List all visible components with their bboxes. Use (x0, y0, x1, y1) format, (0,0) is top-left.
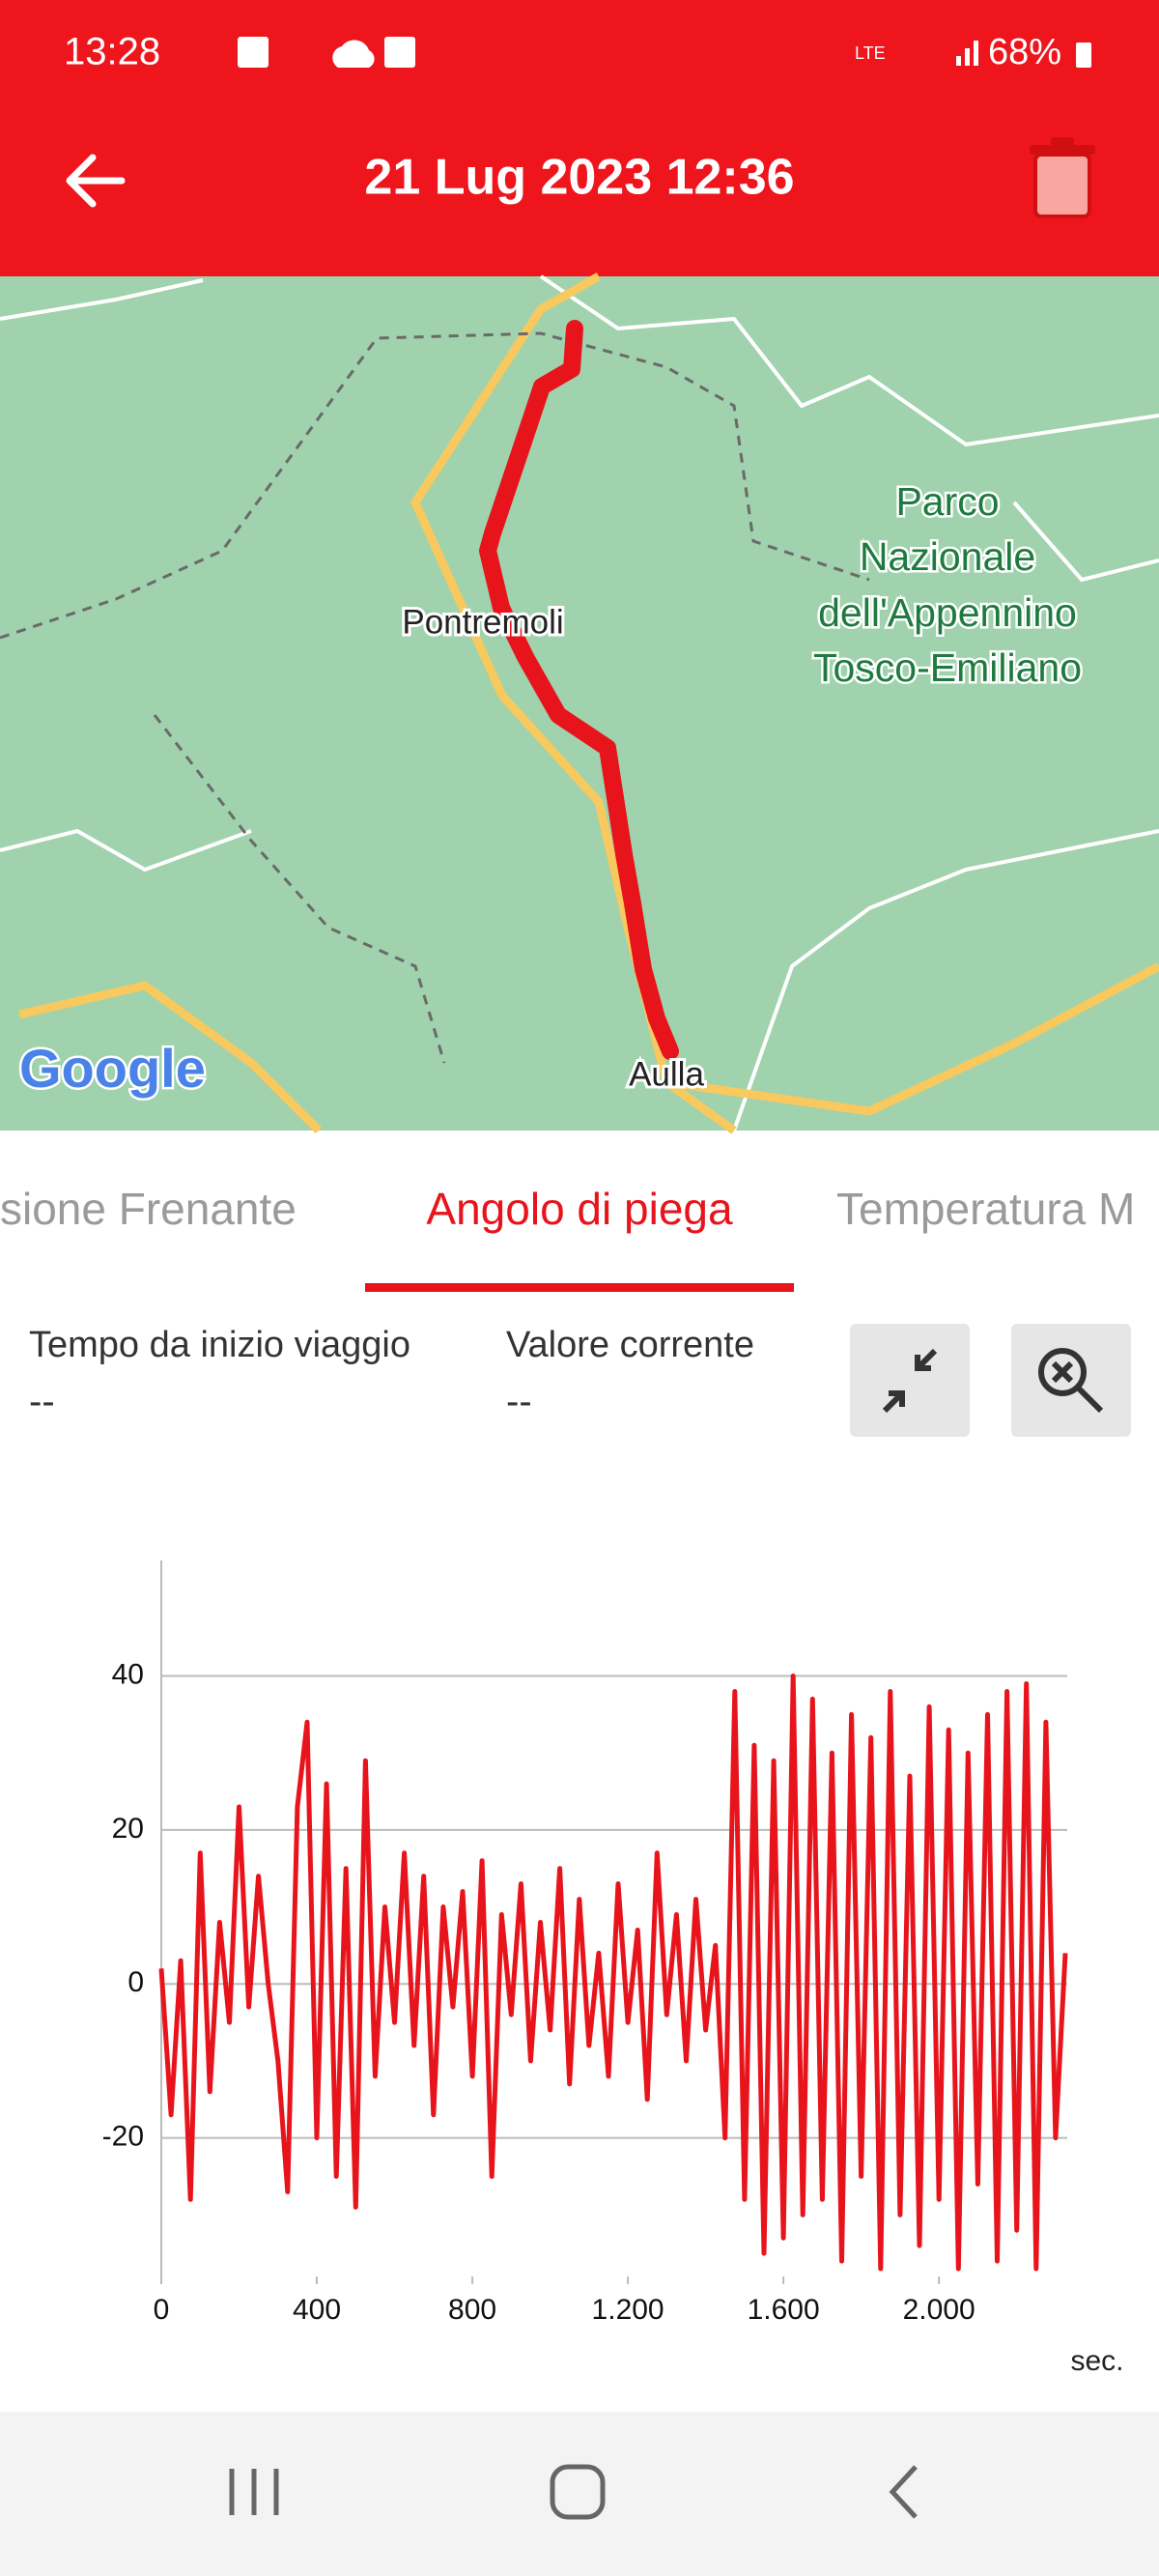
y-tick-label: -20 (102, 2121, 144, 2153)
map-label: dell'Appennino (818, 590, 1077, 635)
map-label: Pontremoli (402, 603, 563, 641)
x-tick-label: 0 (154, 2294, 170, 2326)
tab[interactable]: Temperatura M (836, 1184, 1135, 1234)
status-battery: 68% (988, 32, 1061, 72)
x-tick-label: 1.200 (592, 2294, 664, 2326)
battery-icon (1076, 43, 1091, 68)
app-bar (0, 0, 1159, 276)
tab-indicator (365, 1283, 794, 1292)
field-value: -- (29, 1381, 55, 1423)
signal (965, 48, 970, 66)
status-network: LTE (855, 43, 886, 63)
map-label: Tosco-Emiliano (813, 645, 1082, 690)
delete-button[interactable] (1030, 137, 1095, 218)
status-time: 13:28 (64, 31, 160, 73)
back-button[interactable] (66, 154, 126, 208)
map-label: Parco (895, 479, 999, 524)
tab[interactable]: sione Frenante (0, 1184, 297, 1234)
nav-back[interactable] (889, 2465, 918, 2519)
field-label: Tempo da inizio viaggio (29, 1325, 410, 1365)
map-logo: Google (19, 1038, 206, 1099)
data-line (158, 1674, 1068, 2272)
status-icon (238, 37, 269, 68)
nav-home[interactable] (550, 2464, 606, 2520)
x-tick-label: 1.600 (748, 2294, 820, 2326)
nav-recents[interactable] (229, 2469, 279, 2515)
collapse-button[interactable] (850, 1324, 970, 1437)
status-icon (332, 40, 375, 68)
x-tick-label: 2.000 (903, 2294, 975, 2326)
field-value: -- (506, 1381, 532, 1423)
nav-bar (0, 2412, 1159, 2576)
zoom-reset-button[interactable] (1011, 1324, 1131, 1437)
map: Pontremoli Aulla Parco Nazionale dell'Ap… (0, 272, 1159, 1134)
signal (974, 41, 978, 66)
y-tick-label: 40 (112, 1658, 144, 1690)
x-tick-label: 800 (448, 2294, 496, 2326)
y-tick-label: 20 (112, 1813, 144, 1845)
map-label: Nazionale (860, 534, 1035, 579)
map-label: Aulla (629, 1055, 704, 1093)
status-icon (384, 37, 415, 68)
signal (956, 56, 961, 66)
y-tick-label: 0 (127, 1966, 144, 1998)
x-axis-label: sec. (1070, 2345, 1123, 2377)
field-label: Valore corrente (506, 1325, 754, 1365)
x-tick-label: 400 (293, 2294, 341, 2326)
tab-active[interactable]: Angolo di piega (426, 1184, 733, 1234)
app-title: 21 Lug 2023 12:36 (364, 150, 794, 206)
